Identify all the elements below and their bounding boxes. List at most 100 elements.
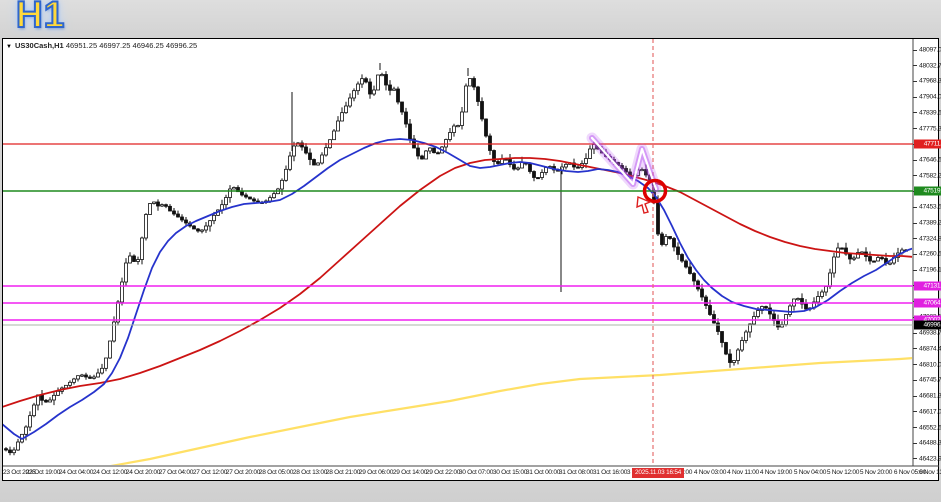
- candle-bear: [848, 253, 852, 260]
- price-axis-tick: [913, 222, 917, 224]
- candle-bull: [136, 259, 140, 262]
- candle-bear: [476, 86, 480, 102]
- time-axis-label: 29 Oct 06:00: [358, 469, 394, 476]
- price-axis-label: 48032.70: [919, 62, 941, 70]
- candle-bull: [392, 88, 396, 91]
- candle-bull: [740, 340, 744, 351]
- candle-bear: [404, 111, 408, 125]
- time-axis-label: 27 Oct 12:00: [192, 469, 228, 476]
- candle-bull: [316, 162, 320, 166]
- price-axis-tick: [913, 427, 917, 429]
- candle-bull: [564, 163, 568, 168]
- entry-circle-annotation: [642, 178, 668, 204]
- candle-bull: [212, 214, 216, 222]
- candle-bull: [124, 262, 128, 283]
- candle-bear: [484, 118, 488, 137]
- price-axis-label: 47968.35: [919, 77, 941, 85]
- candle-bull: [268, 197, 272, 202]
- price-axis-tick: [913, 458, 917, 460]
- plot-area: [3, 63, 912, 465]
- chart-title: ▼ US30Cash,H1 46951.25 46997.25 46946.25 …: [6, 41, 197, 50]
- candle-bear: [644, 169, 648, 176]
- candle-bull: [832, 256, 836, 274]
- candle-bear: [716, 322, 720, 332]
- candle-bull: [588, 148, 592, 159]
- time-axis-label: 29 Oct 14:00: [392, 469, 428, 476]
- price-axis-tick: [913, 96, 917, 98]
- candle-bear: [184, 219, 188, 224]
- candle-bull: [464, 85, 468, 113]
- ma-blue: [3, 138, 912, 440]
- candle-bear: [480, 101, 484, 120]
- time-axis-label: 5 Nov 12:00: [826, 469, 860, 476]
- candle-bear: [676, 246, 680, 255]
- candle-bear: [800, 298, 804, 305]
- candle-bull: [520, 162, 524, 169]
- candle-bull: [732, 360, 736, 363]
- candle-bear: [684, 260, 688, 268]
- candle-bull: [372, 89, 376, 95]
- symbol-period-label: US30Cash,H1: [14, 41, 64, 50]
- candle-bear: [408, 123, 412, 140]
- candle-bear: [536, 177, 540, 180]
- candle-bull: [428, 147, 432, 152]
- candle-bear: [88, 376, 92, 379]
- candle-bull: [228, 188, 232, 198]
- candle-bear: [488, 135, 492, 151]
- candle-bear: [680, 254, 684, 262]
- candle-bear: [656, 200, 660, 235]
- candle-bear: [696, 280, 700, 290]
- candle-bear: [724, 342, 728, 355]
- symbol-dropdown-icon[interactable]: ▼: [6, 44, 12, 50]
- price-axis-label: 47453.55: [919, 203, 941, 211]
- price-axis-tick: [913, 175, 917, 177]
- price-axis-label: 46488.30: [919, 439, 941, 447]
- candle-bear: [432, 147, 436, 154]
- candle-bear: [880, 257, 884, 260]
- time-axis-label: 24 Oct 04:00: [58, 469, 94, 476]
- candle-bull: [232, 187, 236, 190]
- candle-bull: [28, 415, 32, 428]
- candle-bull: [272, 193, 276, 199]
- price-axis-label: 46745.70: [919, 376, 941, 384]
- candle-bear: [700, 288, 704, 298]
- price-axis-label: 47646.60: [919, 156, 941, 164]
- candle-bear: [692, 273, 696, 282]
- time-axis-label: 4 Nov 19:00: [759, 469, 793, 476]
- candle-bull: [756, 310, 760, 317]
- candle-bull: [76, 375, 80, 380]
- price-axis-label: 47389.20: [919, 219, 941, 227]
- candle-bull: [852, 257, 856, 260]
- price-axis-tick: [913, 379, 917, 381]
- candle-bull: [824, 286, 828, 293]
- candle-bull: [380, 74, 384, 77]
- price-axis-tick: [913, 332, 917, 334]
- candle-bear: [312, 159, 316, 166]
- candle-bear: [688, 266, 692, 274]
- price-axis-label: 47775.30: [919, 125, 941, 133]
- candle-bull: [16, 441, 20, 451]
- candle-bull: [292, 145, 296, 157]
- candle-bull: [320, 154, 324, 164]
- candle-bear: [472, 78, 476, 88]
- candle-bull: [160, 204, 164, 207]
- candle-bull: [92, 376, 96, 379]
- candle-bull: [116, 301, 120, 323]
- candle-bull: [128, 255, 132, 264]
- candle-bull: [352, 90, 356, 99]
- price-axis-label: 47839.65: [919, 109, 941, 117]
- candle-bull: [736, 349, 740, 361]
- candle-bull: [820, 291, 824, 297]
- candle-bear: [168, 205, 172, 212]
- price-axis-label: 47260.50: [919, 250, 941, 258]
- ma-yellow: [110, 357, 912, 465]
- candle-bear: [868, 256, 872, 262]
- candle-bull: [744, 331, 748, 341]
- candle-bear: [180, 216, 184, 221]
- candle-bear: [384, 74, 388, 86]
- candle-bull: [108, 340, 112, 359]
- candle-bear: [44, 399, 48, 403]
- candle-bear: [720, 331, 724, 343]
